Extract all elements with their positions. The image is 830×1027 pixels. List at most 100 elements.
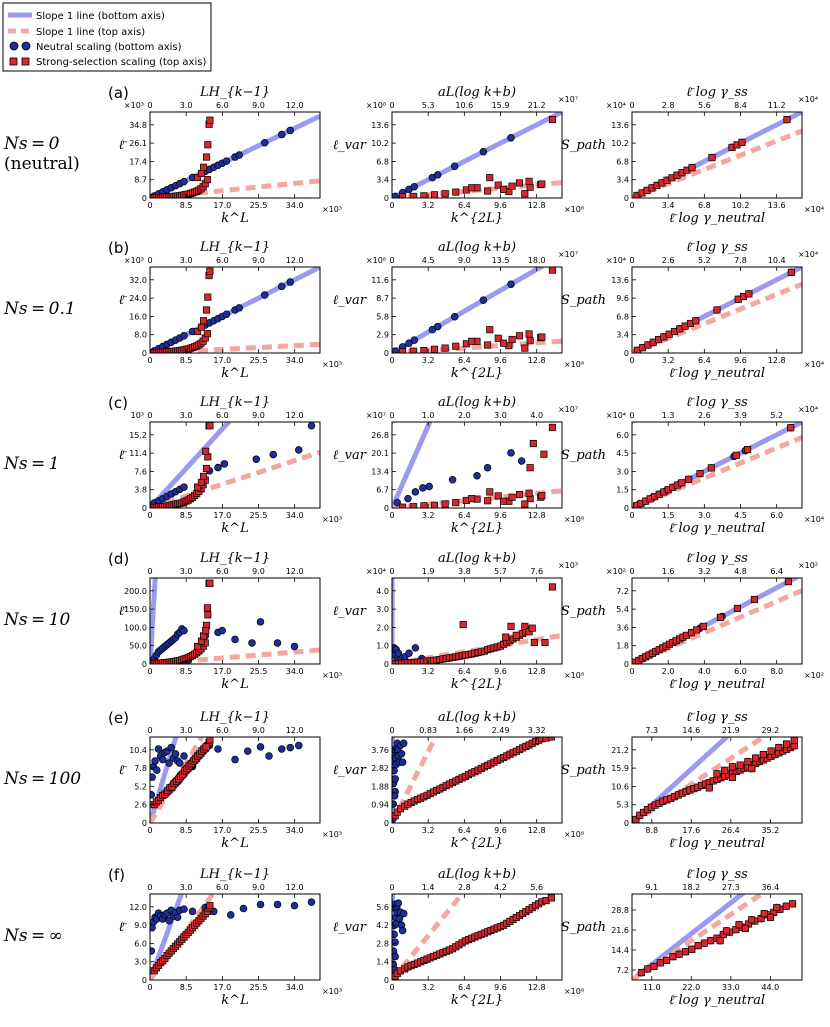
axes-frame (631, 421, 803, 509)
strong-point (200, 163, 208, 171)
top-tick-label: 9.0 (458, 256, 471, 265)
top-axis-title: ℓ̄ log γ_ss (686, 551, 748, 566)
neutral-point (171, 750, 180, 758)
x-tick-label: 6.0 (770, 511, 783, 520)
x-tick-label: 9.6 (494, 511, 507, 520)
y-tick-label: 3.0 (134, 958, 147, 967)
x-axis-title: k^L (221, 993, 248, 1008)
x-tick-label: 11.0 (643, 983, 661, 992)
top-tick-label: 21.2 (528, 101, 546, 110)
axes-frame (391, 111, 563, 199)
y-tick-label: 0 (142, 194, 147, 203)
strong-point (525, 177, 533, 185)
x-tick-label: 8.5 (180, 983, 193, 992)
strong-point (538, 333, 546, 341)
strong-point (685, 475, 693, 483)
plot-area (392, 267, 562, 353)
neutral-point (256, 743, 265, 751)
strong-point (526, 464, 534, 472)
neutral-point (450, 162, 459, 171)
plot-area (150, 422, 320, 508)
x-axis-title: ℓ̄ log γ_neutral (669, 836, 765, 851)
strong-point (206, 579, 214, 587)
strong-point (728, 773, 737, 781)
axes-frame (391, 893, 563, 981)
x-axis-title: ℓ̄ log γ_neutral (669, 993, 765, 1008)
panel-r5-c0: 0 8.5 17.0 25.5 34.0 ×10³ 0 3.0 6.0 9.0 12.0 0 3.0 6.… (119, 867, 342, 1008)
strong-point (200, 317, 208, 325)
strong-point (197, 478, 205, 486)
y-tick-label: 3.76 (371, 746, 389, 755)
legend-label-2: Neutral scaling (bottom axis) (36, 42, 182, 53)
strong-point (688, 164, 696, 172)
strong-point (441, 344, 449, 352)
x-tick-label: 3.2 (422, 667, 435, 676)
neutral-point (153, 766, 161, 774)
neutral-point (218, 626, 227, 635)
neutral-point (397, 750, 406, 758)
strong-point (203, 330, 211, 338)
strong-point (669, 953, 677, 961)
neutral-point (235, 151, 244, 159)
neutral-point (265, 752, 273, 760)
strong-point (713, 306, 721, 314)
strong-point (735, 921, 743, 929)
top-tick-label: 6.4 (770, 567, 783, 576)
neutral-point (410, 182, 419, 191)
x-tick-label: 34.0 (286, 511, 304, 520)
top-tick-label: 1.9 (422, 567, 435, 576)
x-tick-label: 34.0 (286, 356, 304, 365)
axes-frame (391, 266, 563, 354)
y-tick-label: 24.0 (129, 294, 147, 303)
strong-point (644, 965, 652, 973)
neutral-point (167, 743, 176, 752)
top-tick-label: 9.0 (252, 101, 265, 110)
neutral-point (180, 177, 188, 186)
x-axis-title: ℓ̄ log γ_neutral (669, 366, 765, 381)
top-multiplier: ×10⁴ (798, 95, 818, 104)
plot-area (150, 737, 303, 823)
top-tick-label: 0 (629, 411, 634, 420)
neutral-point (180, 905, 188, 913)
strong-point (202, 627, 210, 635)
y-tick-label: 6.8 (616, 157, 629, 166)
strong-point (206, 422, 214, 430)
neutral-point (307, 422, 316, 430)
strong-point (512, 631, 520, 639)
y-tick-label: 7.2 (616, 966, 629, 975)
neutral-point (180, 483, 188, 491)
neutral-point (239, 904, 248, 913)
y-axis-title: S_path (561, 293, 606, 308)
slope-line-bottom (632, 737, 731, 823)
axes-frame (391, 577, 563, 665)
panel-r4-c0: 0 8.5 17.0 25.5 34.0 ×10³ 0 3.0 6.0 9.0 12.0 0 2.6 5.… (119, 710, 342, 851)
y-tick-label: 9.6 (616, 294, 629, 303)
neutral-point (231, 755, 239, 764)
slope-line-bottom (392, 422, 433, 508)
top-tick-label: 5.2 (770, 411, 783, 420)
x-tick-label: 0 (389, 511, 394, 520)
y-tick-label: 7.2 (616, 587, 629, 596)
neutral-point (278, 130, 286, 139)
panel-r2-c0: 0 8.5 17.0 25.5 34.0 ×10³ 0 3.0 6.0 9.0 12.0 0 3.8 7.… (119, 395, 342, 536)
x-axis-title: k^{2L} (451, 521, 503, 536)
x-tick-label: 0 (629, 356, 634, 365)
neutral-point (290, 642, 299, 651)
x-tick-label: 3.2 (422, 983, 435, 992)
strong-point (767, 747, 775, 755)
strong-point (688, 945, 696, 953)
x-tick-label: 3.2 (422, 356, 435, 365)
neutral-point (295, 446, 303, 454)
neutral-point (180, 752, 188, 760)
y-tick-label: 10.2 (611, 139, 629, 148)
axes-frame (149, 111, 321, 199)
top-tick-label: 9.0 (252, 883, 265, 892)
x-tick-label: 17.6 (682, 826, 700, 835)
y-tick-label: 0 (384, 194, 389, 203)
neutral-point (180, 626, 188, 635)
slope-line-top (150, 647, 320, 664)
y-tick-label: 0 (142, 976, 147, 985)
y-axis-title: ℓ_var (333, 920, 367, 935)
strong-point (692, 317, 700, 325)
neutral-point (261, 138, 269, 147)
